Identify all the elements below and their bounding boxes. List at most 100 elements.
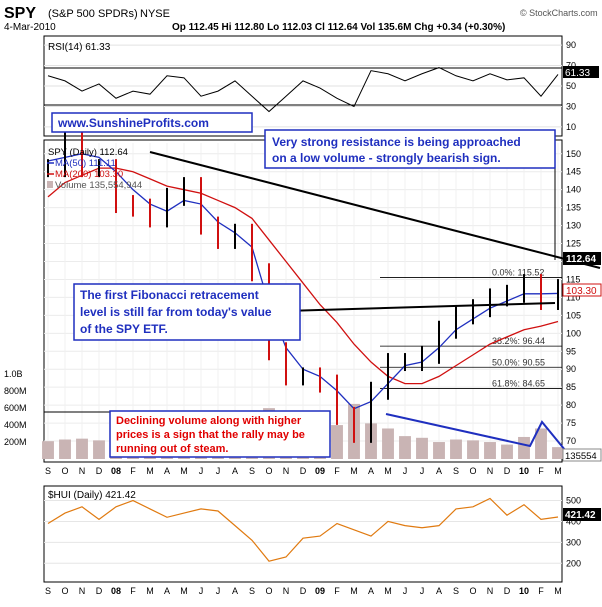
volume-tick-label: 600M bbox=[4, 403, 27, 413]
month-label-bottom: A bbox=[368, 586, 374, 596]
rsi-tick-label: 50 bbox=[566, 81, 576, 91]
month-label-bottom: S bbox=[249, 586, 255, 596]
hui-line bbox=[47, 497, 559, 562]
legend-spy: SPY (Daily) 112.64 bbox=[48, 147, 128, 158]
volume-bar bbox=[59, 439, 71, 459]
resistance-annotation: Very strong resistance is being approach… bbox=[272, 135, 524, 165]
legend-ma50: MA(50) 111.11 bbox=[55, 158, 116, 169]
month-label-top: M bbox=[350, 466, 358, 476]
month-label-top: M bbox=[146, 466, 154, 476]
month-label-bottom: A bbox=[164, 586, 170, 596]
ohlc-readout: Op 112.45 Hi 112.80 Lo 112.03 Cl 112.64 … bbox=[172, 22, 505, 33]
month-axis-top: S O N D 08 F M A M J J A S O N D 09 F M A M J J A S O N D 10 F M bbox=[45, 466, 562, 476]
price-tick-label: 125 bbox=[566, 239, 581, 249]
website-box bbox=[51, 112, 253, 133]
rsi-tick-label: 90 bbox=[566, 40, 576, 50]
hui-grid bbox=[44, 500, 562, 564]
month-label-top: F bbox=[130, 466, 136, 476]
month-label-top: D bbox=[96, 466, 103, 476]
fibonacci-label: 38.2%: 96.44 bbox=[492, 336, 545, 346]
volume-bar bbox=[518, 436, 530, 459]
hui-value-badge bbox=[563, 508, 601, 521]
rsi-label: RSI(14) 61.33 bbox=[48, 42, 111, 53]
month-label-top: O bbox=[265, 466, 272, 476]
month-label-top: J bbox=[216, 466, 221, 476]
price-tick-label: 140 bbox=[566, 185, 581, 195]
month-label-top: A bbox=[232, 466, 238, 476]
month-label-top: O bbox=[61, 466, 68, 476]
price-legend: SPY (Daily) 112.64 MA(50) 111.11 MA(200)… bbox=[47, 147, 142, 191]
legend-ma200: MA(200) 103.30 bbox=[55, 169, 123, 180]
volume-tick-label: 1.0B bbox=[4, 369, 23, 379]
month-label-bottom: F bbox=[130, 586, 136, 596]
month-label-top: D bbox=[300, 466, 307, 476]
volume-bar bbox=[552, 447, 564, 459]
price-tick-label: 110 bbox=[566, 292, 580, 302]
price-tick-label: 75 bbox=[566, 418, 576, 428]
volume-annotation-box bbox=[109, 410, 331, 458]
volume-bar bbox=[399, 436, 411, 459]
volume-annotation: Declining volume along with higher price… bbox=[116, 415, 308, 455]
volume-bar bbox=[42, 441, 54, 459]
month-label-top: S bbox=[249, 466, 255, 476]
month-label-top: J bbox=[199, 466, 204, 476]
volume-bar bbox=[467, 440, 479, 459]
month-label-bottom: J bbox=[403, 586, 408, 596]
volume-y-ticks: 1.0B 800M 600M 400M 200M bbox=[4, 369, 27, 447]
month-label-bottom: M bbox=[180, 586, 188, 596]
resistance-annotation-box bbox=[264, 129, 556, 169]
price-tick-label: 100 bbox=[566, 328, 581, 338]
month-label-bottom: M bbox=[384, 586, 392, 596]
month-label-bottom: A bbox=[232, 586, 238, 596]
month-label-bottom: N bbox=[487, 586, 494, 596]
volume-bar bbox=[433, 442, 445, 459]
volume-tick-label: 800M bbox=[4, 386, 27, 396]
month-label-top: M bbox=[554, 466, 562, 476]
month-label-top: S bbox=[453, 466, 459, 476]
month-label-bottom: 09 bbox=[315, 586, 325, 596]
month-label-top: A bbox=[164, 466, 170, 476]
volume-bar bbox=[484, 442, 496, 459]
website-link[interactable]: www.SunshineProfits.com bbox=[57, 116, 209, 130]
month-label-bottom: S bbox=[45, 586, 51, 596]
fibonacci-label: 0.0%: 115.52 bbox=[492, 268, 544, 278]
hui-panel: 500 400 300 200 $HUI (Daily) 421.42 421.42 bbox=[43, 485, 601, 583]
month-label-bottom: 08 bbox=[111, 586, 121, 596]
month-label-bottom: D bbox=[96, 586, 103, 596]
month-label-bottom: O bbox=[265, 586, 272, 596]
month-label-bottom: O bbox=[469, 586, 476, 596]
horizontal-support-line bbox=[284, 302, 556, 312]
month-label-bottom: M bbox=[350, 586, 358, 596]
volume-bar bbox=[331, 425, 343, 459]
rsi-value-badge-text: 61.33 bbox=[565, 68, 590, 79]
month-label-bottom: O bbox=[61, 586, 68, 596]
rsi-y-ticks: 90 70 50 30 10 bbox=[566, 40, 576, 132]
price-tick-label: 80 bbox=[566, 400, 576, 410]
ma200-line bbox=[47, 167, 559, 385]
legend-volume-swatch bbox=[47, 181, 53, 188]
symbol-title: SPY bbox=[4, 5, 36, 22]
month-label-top: J bbox=[403, 466, 408, 476]
price-y-ticks: 1501451401351301251201151101051009590858… bbox=[566, 149, 581, 446]
volume-bar bbox=[450, 439, 462, 459]
month-label-bottom: A bbox=[436, 586, 442, 596]
month-label-bottom: N bbox=[79, 586, 86, 596]
month-label-top: M bbox=[180, 466, 188, 476]
month-label-top: D bbox=[504, 466, 511, 476]
price-panel: 0.0%: 115.52 38.2%: 96.44 50.0%: 90.55 61.8… bbox=[4, 112, 602, 463]
month-label-top: F bbox=[538, 466, 544, 476]
hui-tick-label: 400 bbox=[566, 516, 581, 526]
symbol-description: (S&P 500 SPDRs) bbox=[48, 8, 138, 20]
resistance-trendline bbox=[149, 151, 601, 269]
price-tick-label: 105 bbox=[566, 310, 581, 320]
month-label-top: 09 bbox=[315, 466, 325, 476]
price-tick-label: 150 bbox=[566, 149, 581, 159]
month-label-top: J bbox=[420, 466, 425, 476]
hui-tick-label: 200 bbox=[566, 558, 581, 568]
month-label-bottom: J bbox=[216, 586, 221, 596]
rsi-tick-label: 30 bbox=[566, 101, 576, 111]
volume-bar bbox=[535, 428, 547, 459]
price-tick-label: 135 bbox=[566, 203, 581, 213]
fibonacci-lines: 0.0%: 115.52 38.2%: 96.44 50.0%: 90.55 61.8… bbox=[380, 268, 562, 389]
